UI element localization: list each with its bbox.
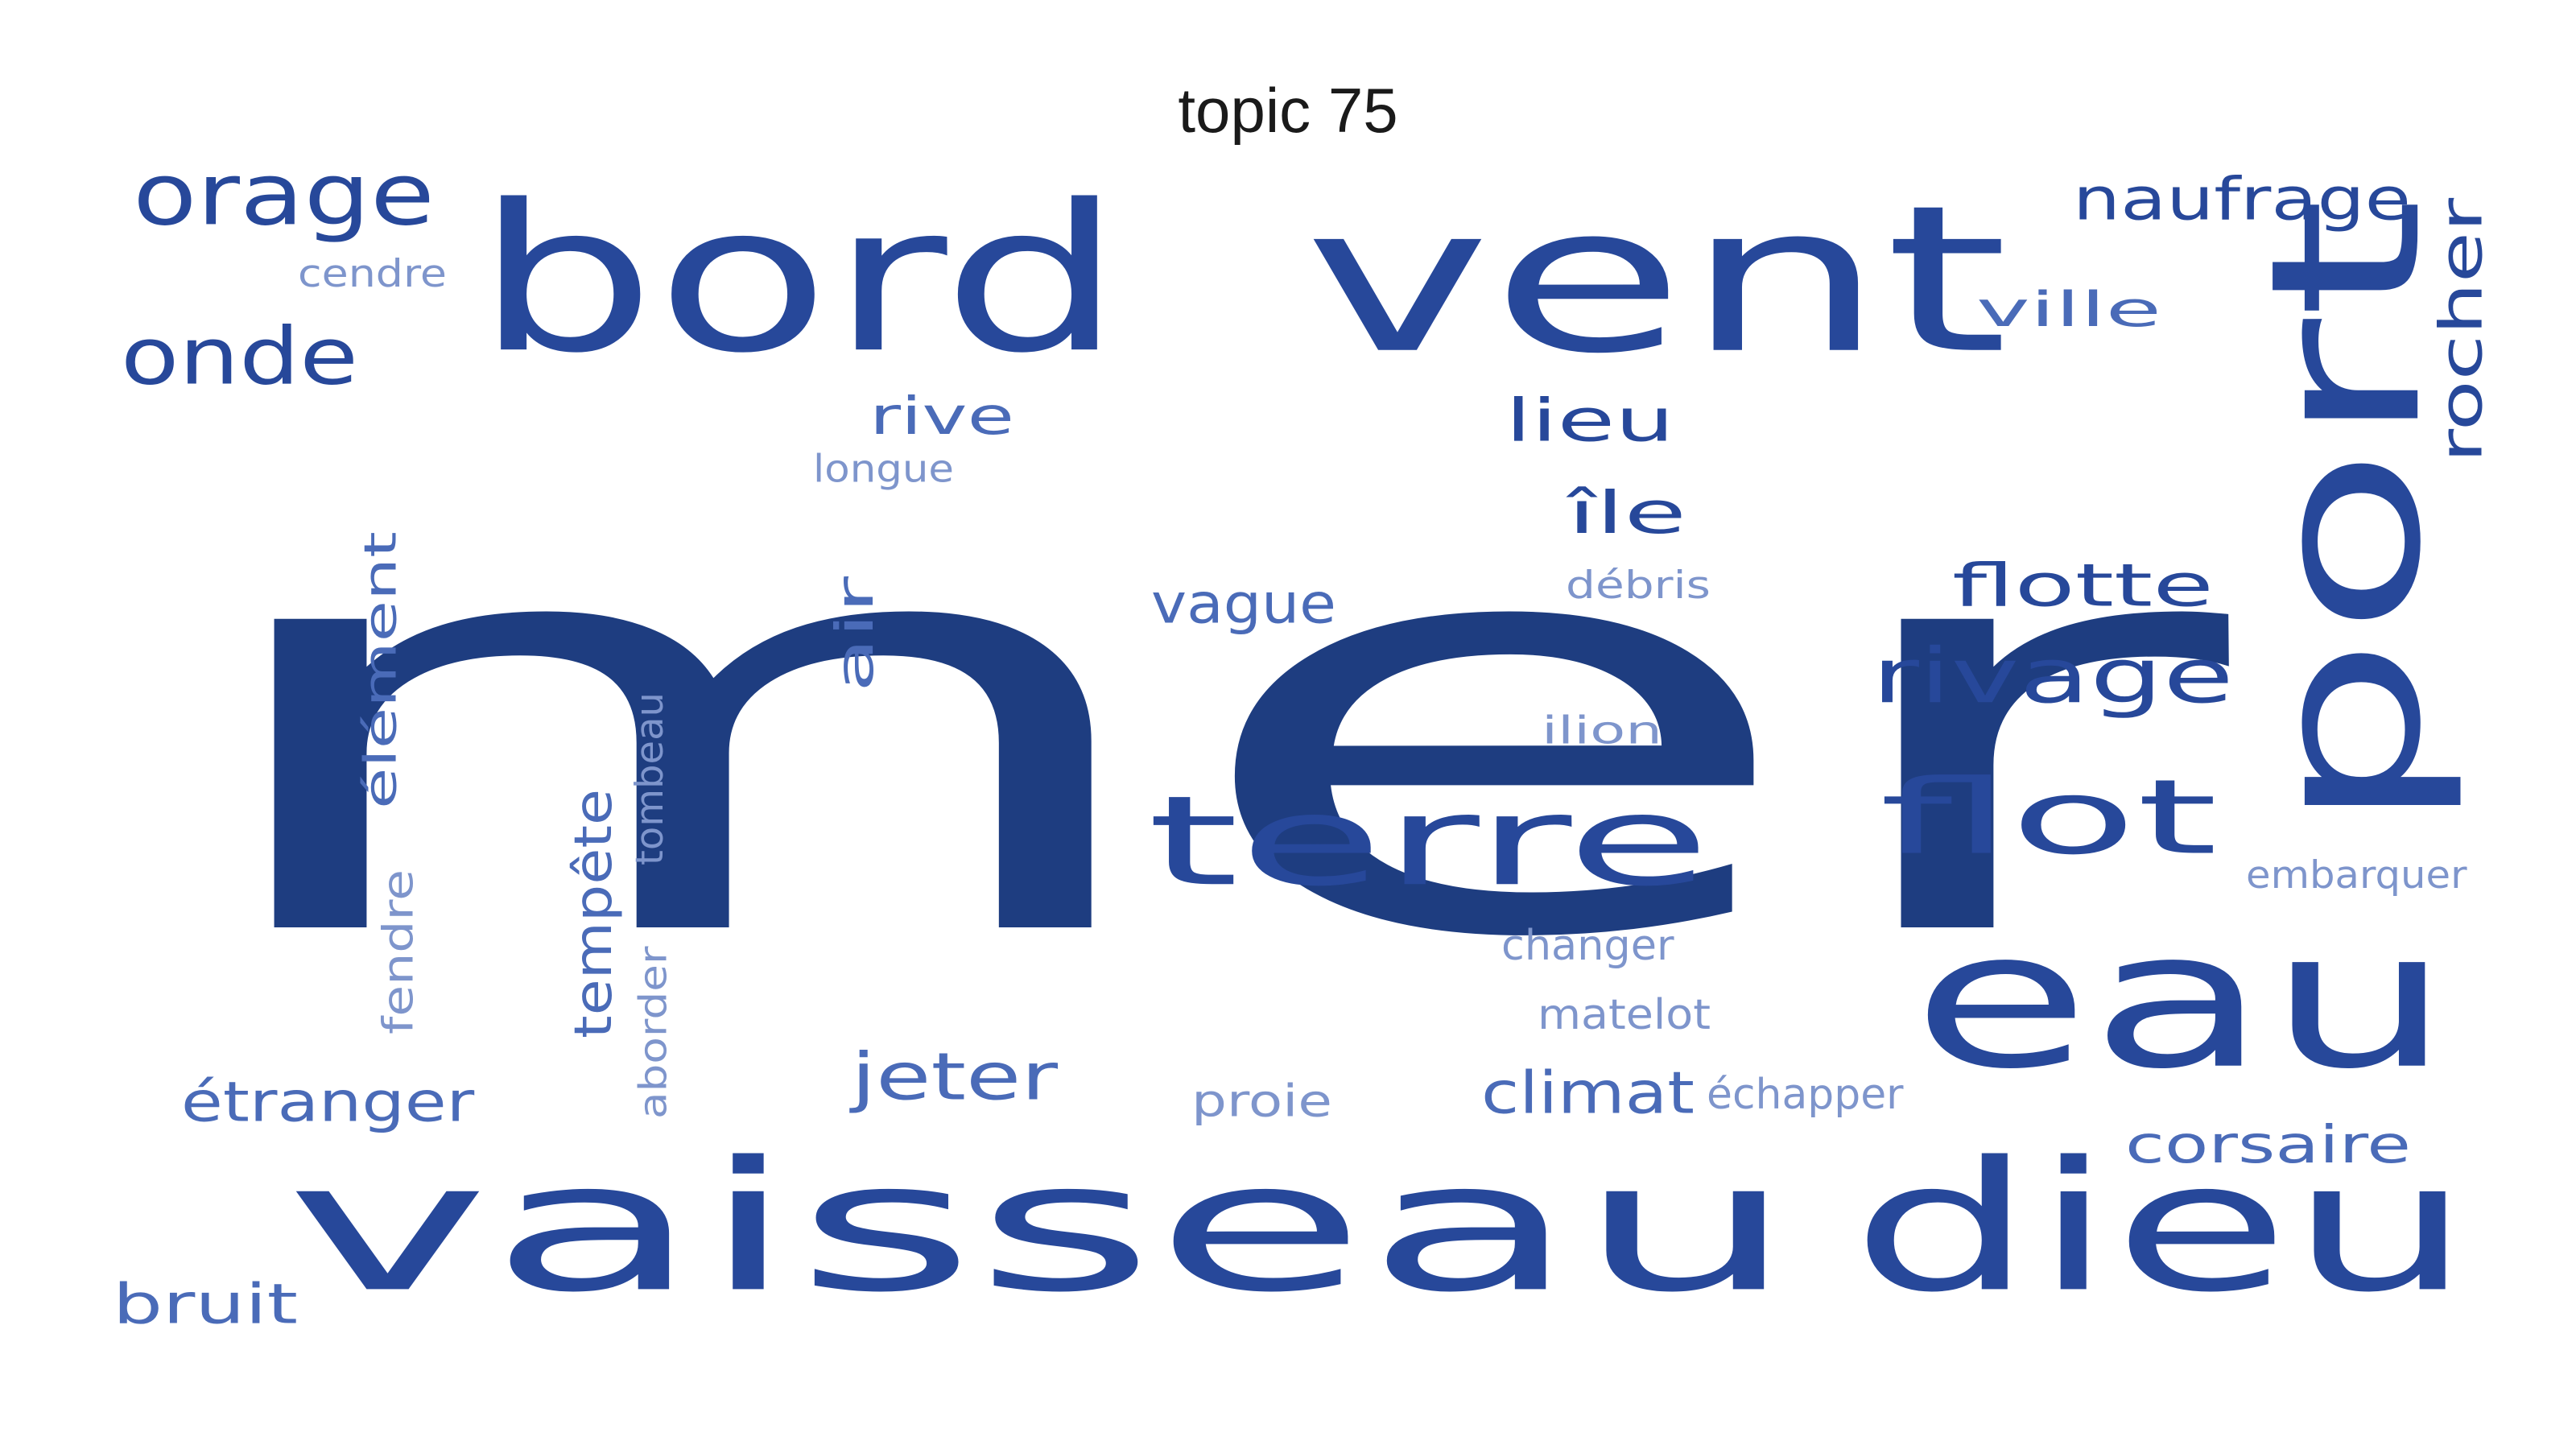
word-echapper: échapper	[1707, 1071, 1904, 1119]
word-vague: vague	[1151, 572, 1336, 635]
word-ville: ville	[1976, 282, 2161, 338]
word-dieu: dieu	[1852, 1123, 2471, 1331]
word-eau: eau	[1912, 890, 2451, 1111]
word-terre: terre	[1147, 769, 1711, 913]
word-bord: bord	[475, 162, 1123, 398]
word-aborder: aborder	[632, 946, 675, 1118]
word-longue: longue	[813, 447, 954, 491]
word-tombeau: tombeau	[628, 692, 671, 865]
word-corsaire: corsaire	[2125, 1115, 2411, 1174]
word-bruit: bruit	[113, 1272, 298, 1335]
word-mer: mer	[181, 404, 2240, 1061]
word-element: élément	[354, 531, 407, 809]
word-debris: débris	[1566, 564, 1711, 607]
word-vaisseau: vaisseau	[286, 1124, 1795, 1331]
chart-title: topic 75	[1178, 75, 1398, 146]
word-ile: île	[1566, 479, 1686, 547]
word-matelot: matelot	[1538, 990, 1711, 1038]
word-rive: rive	[869, 386, 1014, 446]
word-changer: changer	[1501, 922, 1674, 969]
word-tempete: tempête	[564, 789, 624, 1038]
word-ilion: ilion	[1542, 708, 1662, 753]
word-etranger: étranger	[181, 1071, 475, 1134]
word-fendre: fendre	[374, 869, 423, 1034]
word-flot: flot	[1880, 757, 2218, 877]
word-port: port	[2227, 197, 2467, 833]
word-lieu: lieu	[1505, 386, 1674, 455]
word-rocher: rocher	[2427, 197, 2495, 463]
word-naufrage: naufrage	[2073, 165, 2411, 233]
word-orage: orage	[133, 146, 435, 246]
word-climat: climat	[1481, 1059, 1695, 1127]
word-flotte: flotte	[1952, 551, 2214, 620]
word-jeter: jeter	[849, 1038, 1058, 1114]
word-rivage: rivage	[1872, 632, 2234, 720]
word-proie: proie	[1191, 1075, 1332, 1127]
word-cendre: cendre	[298, 251, 447, 295]
word-embarquer: embarquer	[2246, 853, 2467, 897]
word-vent: vent	[1304, 162, 2008, 398]
word-onde: onde	[121, 310, 358, 402]
word-air: air	[825, 576, 885, 692]
